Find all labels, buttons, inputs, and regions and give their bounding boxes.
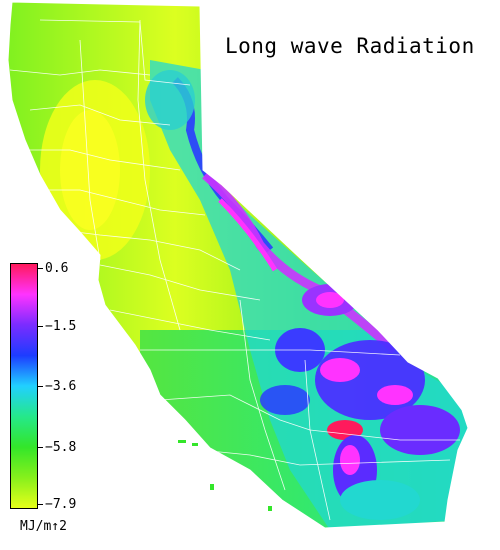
tick-mark xyxy=(38,447,43,448)
state-outline xyxy=(7,1,469,529)
legend-tick-4: −5.8 xyxy=(45,440,77,455)
tick-mark xyxy=(38,326,43,327)
channel-islands xyxy=(178,440,272,511)
legend-units: MJ/m↑2 xyxy=(20,519,67,534)
tick-mark xyxy=(38,504,43,505)
legend-tick-max: 0.6 xyxy=(45,261,69,276)
color-scale-bar xyxy=(10,263,38,509)
legend-tick-min: −7.9 xyxy=(45,497,77,512)
tick-mark xyxy=(38,268,43,269)
legend-tick-2: −1.5 xyxy=(45,319,77,334)
tick-mark xyxy=(38,386,43,387)
map-title: Long wave Radiation xyxy=(225,34,475,58)
county-boundaries xyxy=(9,19,460,521)
legend-tick-3: −3.6 xyxy=(45,379,77,394)
